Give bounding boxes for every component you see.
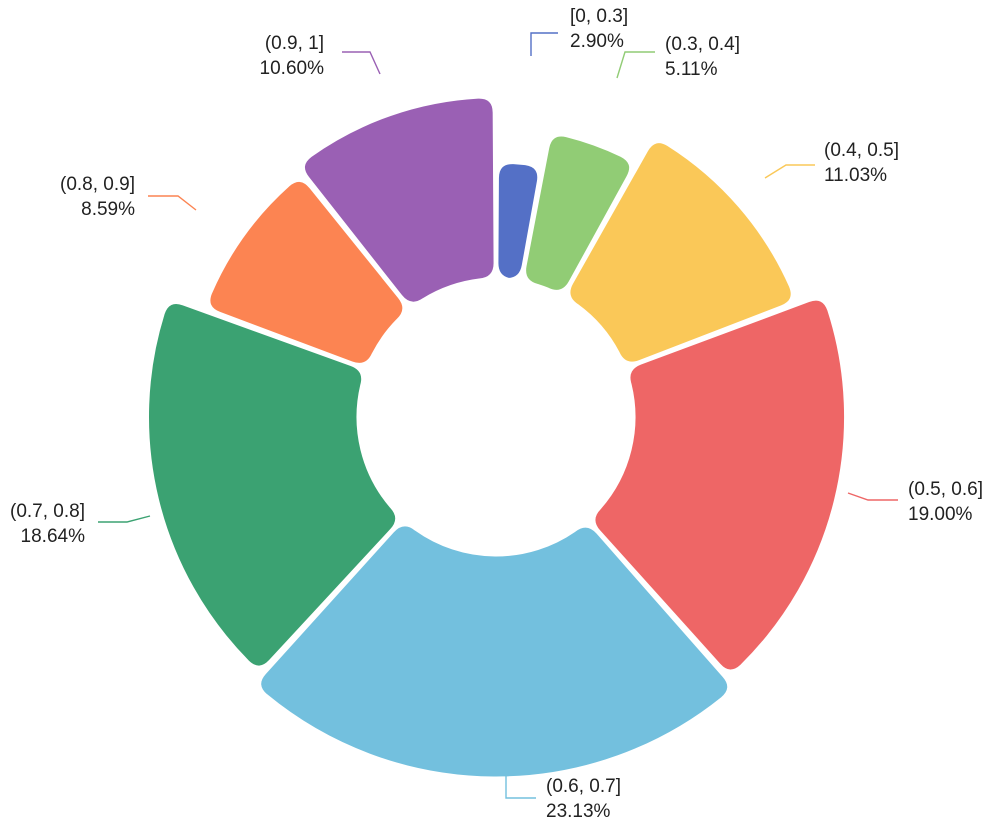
leader-line-6 [148, 195, 197, 211]
slice-name-label-4: (0.6, 0.7] [546, 776, 621, 797]
leader-line-5 [98, 515, 151, 523]
slice-name-label-3: (0.5, 0.6] [908, 479, 983, 500]
slice-value-label-2: 11.03% [824, 165, 887, 186]
leader-line-0 [530, 32, 558, 56]
leader-line-4 [505, 775, 536, 799]
slice-name-label-0: [0, 0.3] [570, 6, 628, 27]
slice-name-label-7: (0.9, 1] [265, 33, 324, 54]
slice-value-label-6: 8.59% [81, 199, 135, 220]
slice-5 [146, 301, 399, 669]
leader-line-group [98, 32, 898, 799]
slice-value-label-0: 2.90% [570, 31, 624, 52]
slice-name-label-1: (0.3, 0.4] [665, 34, 740, 55]
slice-value-label-7: 10.60% [260, 58, 325, 79]
slice-value-label-5: 18.64% [21, 526, 86, 547]
slice-name-label-5: (0.7, 0.8] [10, 501, 85, 522]
leader-line-3 [847, 492, 898, 501]
slice-2 [567, 140, 794, 365]
slice-1 [523, 133, 633, 293]
slice-group [146, 95, 848, 780]
slice-value-label-1: 5.11% [665, 59, 718, 80]
slice-value-label-4: 23.13% [546, 801, 611, 822]
leader-line-2 [764, 164, 815, 179]
slice-name-label-2: (0.4, 0.5] [824, 140, 899, 161]
slice-3 [592, 297, 848, 673]
slice-value-label-3: 19.00% [908, 504, 973, 525]
slice-name-label-6: (0.8, 0.9] [60, 174, 135, 195]
leader-line-7 [342, 51, 381, 75]
leader-line-1 [616, 51, 655, 79]
slice-4 [258, 523, 731, 780]
slice-7 [302, 95, 497, 305]
label-group: [0, 0.3] 2.90% (0.3, 0.4] 5.11% (0.4, 0.5] 11… [10, 6, 983, 822]
slice-6 [207, 178, 406, 366]
slice-0 [495, 161, 541, 282]
